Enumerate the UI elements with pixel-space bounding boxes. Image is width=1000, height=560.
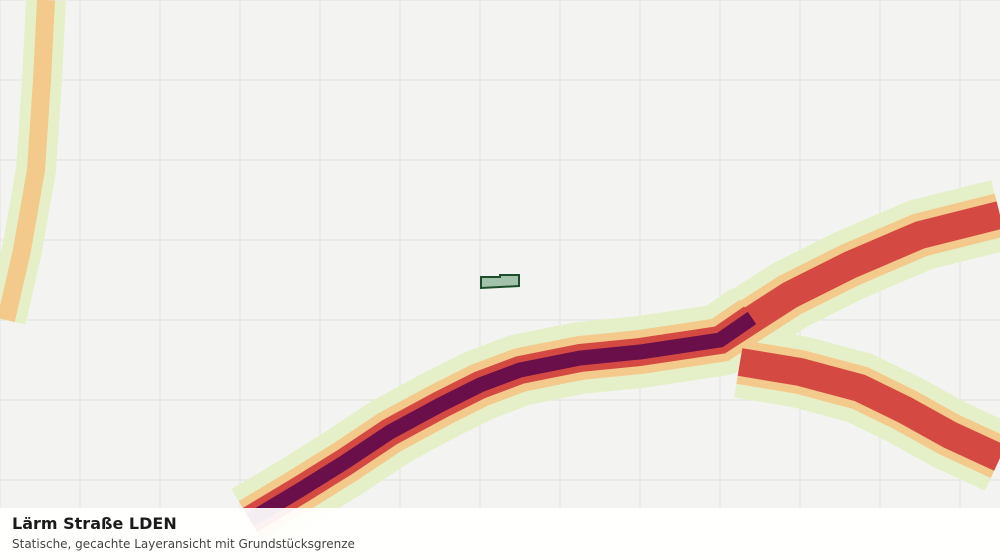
noise-band-high xyxy=(712,201,1000,352)
layer-subtitle: Statische, gecachte Layeransicht mit Gru… xyxy=(12,537,355,551)
layer-title: Lärm Straße LDEN xyxy=(12,514,177,533)
parcel-boundary[interactable] xyxy=(480,274,520,290)
noise-band-very-high xyxy=(246,311,757,527)
caption-bar: Lärm Straße LDEN Statische, gecachte Lay… xyxy=(0,508,1000,560)
noise-band-mid xyxy=(0,0,55,323)
noise-band-high xyxy=(737,348,1000,471)
